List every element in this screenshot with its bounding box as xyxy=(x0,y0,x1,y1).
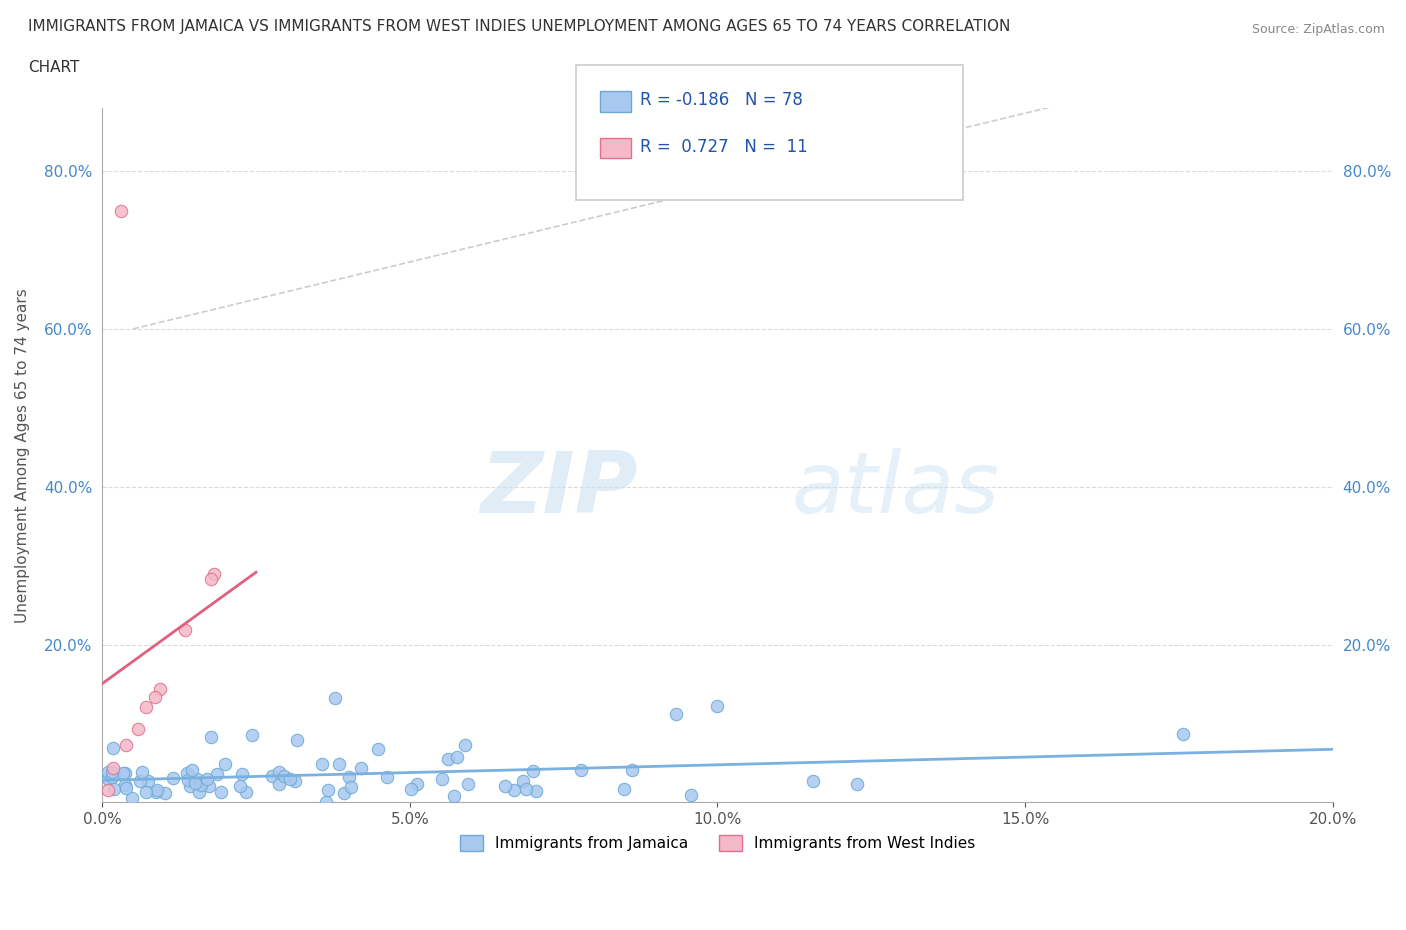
Text: R = -0.186   N = 78: R = -0.186 N = 78 xyxy=(640,91,803,110)
Point xyxy=(131,764,153,779)
Point xyxy=(143,689,166,704)
Point xyxy=(328,756,350,771)
Point xyxy=(188,784,211,799)
Point xyxy=(515,782,537,797)
Text: R =  0.727   N =  11: R = 0.727 N = 11 xyxy=(640,138,807,156)
Point xyxy=(121,790,143,805)
Point xyxy=(135,785,157,800)
Point xyxy=(209,785,232,800)
Point xyxy=(97,782,120,797)
Point xyxy=(503,782,526,797)
Point xyxy=(190,777,212,792)
Point xyxy=(101,761,124,776)
Point xyxy=(184,776,207,790)
Point xyxy=(273,768,295,783)
Point xyxy=(200,730,222,745)
Point xyxy=(333,786,356,801)
Point xyxy=(197,778,219,793)
Text: atlas: atlas xyxy=(792,448,1000,531)
Text: Source: ZipAtlas.com: Source: ZipAtlas.com xyxy=(1251,23,1385,36)
Point xyxy=(202,566,225,581)
Point xyxy=(260,768,283,783)
Point xyxy=(145,785,167,800)
Point xyxy=(127,722,149,737)
Point xyxy=(801,774,824,789)
Point xyxy=(621,763,644,777)
Point xyxy=(174,622,197,637)
Point xyxy=(494,779,516,794)
Point xyxy=(200,571,222,586)
Point xyxy=(399,781,422,796)
Text: IMMIGRANTS FROM JAMAICA VS IMMIGRANTS FROM WEST INDIES UNEMPLOYMENT AMONG AGES 6: IMMIGRANTS FROM JAMAICA VS IMMIGRANTS FR… xyxy=(28,19,1011,33)
Point xyxy=(103,781,125,796)
Point xyxy=(269,764,291,779)
Point xyxy=(522,764,544,778)
Point xyxy=(162,771,184,786)
Point xyxy=(316,782,339,797)
Point xyxy=(114,765,136,780)
Point xyxy=(350,761,373,776)
Point xyxy=(681,788,703,803)
Point xyxy=(337,770,360,785)
Point xyxy=(176,765,198,780)
Point xyxy=(284,774,307,789)
Point xyxy=(205,766,228,781)
Point xyxy=(231,766,253,781)
Point xyxy=(406,777,429,791)
Point xyxy=(340,779,363,794)
Point xyxy=(524,784,547,799)
Y-axis label: Unemployment Among Ages 65 to 74 years: Unemployment Among Ages 65 to 74 years xyxy=(15,287,30,622)
Point xyxy=(706,699,728,714)
Point xyxy=(454,737,477,752)
Point xyxy=(229,778,252,793)
Point xyxy=(153,786,176,801)
Point xyxy=(285,733,308,748)
Point xyxy=(437,751,460,766)
Point xyxy=(267,777,290,791)
Point xyxy=(443,789,465,804)
Point xyxy=(240,728,263,743)
Legend: Immigrants from Jamaica, Immigrants from West Indies: Immigrants from Jamaica, Immigrants from… xyxy=(454,829,981,857)
Point xyxy=(367,742,389,757)
Point xyxy=(110,203,132,218)
Point xyxy=(128,773,150,788)
Point xyxy=(111,765,134,780)
Point xyxy=(311,757,333,772)
Point xyxy=(665,707,688,722)
Point xyxy=(512,773,534,788)
Point xyxy=(446,750,468,764)
Text: CHART: CHART xyxy=(28,60,80,75)
Point xyxy=(280,772,302,787)
Point xyxy=(845,777,868,791)
Point xyxy=(177,773,200,788)
Point xyxy=(97,771,120,786)
Point xyxy=(315,794,337,809)
Point xyxy=(114,778,136,793)
Point xyxy=(430,772,453,787)
Point xyxy=(214,756,236,771)
Point xyxy=(115,780,138,795)
Point xyxy=(179,778,201,793)
Point xyxy=(325,690,347,705)
Point xyxy=(180,763,202,777)
Point xyxy=(145,782,167,797)
Point xyxy=(97,764,120,779)
Point xyxy=(195,772,218,787)
Point xyxy=(186,772,208,787)
Point xyxy=(101,764,124,779)
Point xyxy=(149,682,172,697)
Point xyxy=(101,740,124,755)
Point xyxy=(569,763,592,777)
Point xyxy=(457,777,479,791)
Point xyxy=(613,782,636,797)
Text: ZIP: ZIP xyxy=(479,448,637,531)
Point xyxy=(114,738,136,753)
Point xyxy=(1173,726,1195,741)
Point xyxy=(235,785,257,800)
Point xyxy=(136,773,159,788)
Point xyxy=(101,770,124,785)
Point xyxy=(135,699,157,714)
Point xyxy=(375,770,398,785)
